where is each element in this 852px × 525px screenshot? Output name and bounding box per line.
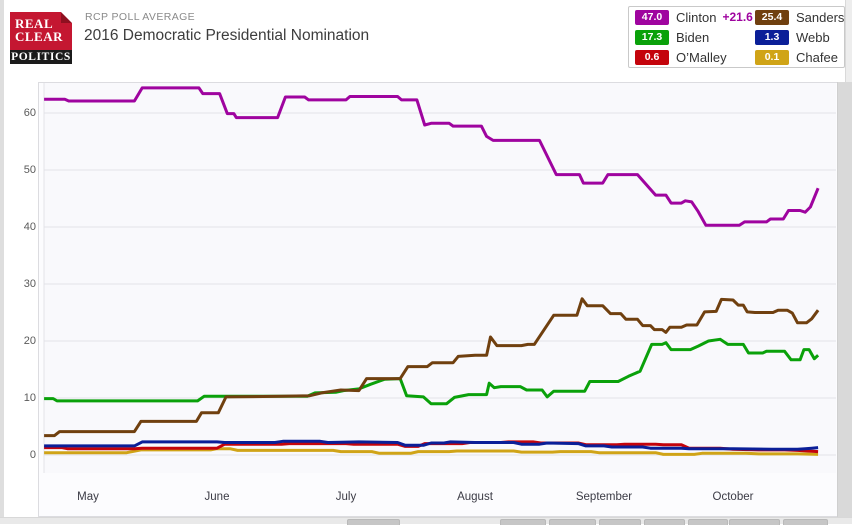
series-line-sanders[interactable] [44, 297, 820, 438]
logo-text-real: REAL [15, 16, 54, 31]
page-scrollbar[interactable] [837, 82, 852, 517]
page-left-margin [0, 0, 4, 524]
logo-fold-cut [61, 12, 72, 23]
chart-panel [38, 82, 845, 517]
legend-value-badge: 0.6 [635, 49, 669, 65]
x-tick-label-may: May [77, 491, 99, 503]
y-tick-label-60: 60 [23, 107, 36, 119]
bottom-button-5[interactable] [644, 519, 685, 525]
y-tick-label-30: 30 [23, 278, 36, 290]
legend-candidate-name: Webb [796, 29, 830, 45]
legend-value-badge: 1.3 [755, 29, 789, 45]
legend-entry-biden[interactable]: 17.3 Biden [635, 27, 755, 47]
legend-candidate-name: Biden [676, 29, 710, 45]
series-line-chafee[interactable] [44, 447, 819, 456]
bottom-button-3[interactable] [549, 519, 596, 525]
x-tick-label-june: June [204, 491, 230, 503]
page-scrollbar-track-top[interactable] [845, 0, 852, 82]
legend-value-badge: 47.0 [635, 9, 669, 25]
legend-value-badge: 17.3 [635, 29, 669, 45]
legend-entry-sanders[interactable]: 25.4 Sanders [755, 7, 844, 27]
bottom-button-2[interactable] [500, 519, 546, 525]
logo-text-clear: CLEAR [15, 29, 64, 44]
page-title: 2016 Democratic Presidential Nomination [84, 27, 370, 44]
x-tick-label-july: July [335, 491, 357, 503]
y-tick-label-20: 20 [23, 335, 36, 347]
legend-entry-omalley[interactable]: 0.6 O’Malley [635, 47, 755, 67]
legend-value-badge: 0.1 [755, 49, 789, 65]
poll-average-kicker: RCP POLL AVERAGE [85, 11, 196, 23]
logo-text-politics: POLITICS [10, 50, 72, 64]
bottom-button-6[interactable] [688, 519, 728, 525]
bottom-button-7[interactable] [729, 519, 780, 525]
legend-entry-clinton[interactable]: 47.0 Clinton +21.6 [635, 7, 755, 27]
legend-candidate-name: Sanders [796, 9, 845, 25]
legend-entry-webb[interactable]: 1.3 Webb [755, 27, 844, 47]
rcp-logo[interactable]: REAL CLEAR POLITICS [10, 12, 72, 64]
y-tick-label-50: 50 [23, 164, 36, 176]
legend-entry-chafee[interactable]: 0.1 Chafee [755, 47, 844, 67]
bottom-button-8[interactable] [783, 519, 828, 525]
rcp-logo-red-box: REAL CLEAR [10, 12, 72, 50]
bottom-button-4[interactable] [599, 519, 641, 525]
legend-spread-value: +21.6 [722, 10, 753, 24]
chart-svg [43, 83, 836, 473]
y-tick-label-0: 0 [29, 449, 36, 461]
chart-legend: 47.0 Clinton +21.6 25.4 Sanders 17.3 Biden 1.3 W… [628, 6, 845, 68]
y-tick-label-40: 40 [23, 221, 36, 233]
legend-candidate-name: Clinton [676, 9, 717, 25]
series-line-clinton[interactable] [44, 86, 820, 227]
series-line-webb[interactable] [44, 439, 819, 451]
x-tick-label-october: October [712, 491, 754, 503]
legend-candidate-name: O’Malley [676, 49, 727, 65]
bottom-button-1[interactable] [347, 519, 400, 525]
x-tick-label-september: September [575, 491, 633, 503]
y-tick-label-10: 10 [23, 392, 36, 404]
x-tick-label-august: August [457, 491, 493, 503]
legend-candidate-name: Chafee [796, 49, 838, 65]
legend-value-badge: 25.4 [755, 9, 789, 25]
bottom-strip [0, 517, 852, 524]
